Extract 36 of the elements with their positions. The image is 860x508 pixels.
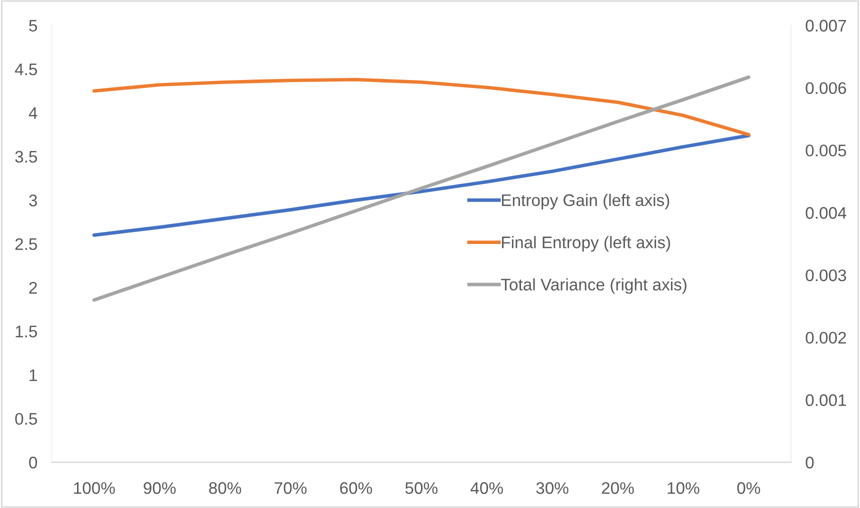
- x-tick-label: 60%: [340, 482, 372, 494]
- legend-label: Final Entropy (left axis): [502, 236, 670, 252]
- y2-tick-label: 0.007: [806, 20, 846, 32]
- x-tick-label: 0%: [737, 482, 760, 494]
- y2-tick-label: 0.006: [806, 82, 846, 94]
- y-tick-label: 3.5: [15, 150, 38, 163]
- line-series: [92, 75, 750, 302]
- x-tick-label: 100%: [74, 482, 115, 494]
- y2-tick-label: 0.001: [806, 394, 846, 406]
- y-tick-label: 4: [28, 107, 38, 119]
- x-tick-label: 90%: [144, 482, 176, 494]
- y2-tick-label: 0.004: [806, 207, 846, 219]
- legend-label: Entropy Gain (left axis): [502, 194, 670, 210]
- x-tick-label: 30%: [536, 482, 568, 494]
- x-tick-label: 20%: [602, 482, 634, 494]
- y-tick-label: 0.5: [15, 412, 38, 425]
- x-tick-label: 80%: [209, 482, 242, 494]
- x-tick-label: 40%: [470, 482, 503, 494]
- line-series: [92, 78, 750, 136]
- x-tick-label: 50%: [405, 482, 438, 494]
- y2-tick-label: 0.003: [806, 269, 846, 282]
- y2-tick-label: 0: [806, 456, 814, 468]
- y-tick-label: 1: [30, 369, 37, 381]
- y2-tick-label: 0.005: [806, 144, 846, 156]
- legend-label: Total Variance (right axis): [501, 278, 686, 294]
- y-tick-label: 0: [29, 456, 38, 468]
- line-series: [92, 134, 750, 237]
- y-tick-label: 2.5: [15, 238, 38, 250]
- y-tick-label: 2: [29, 282, 37, 294]
- y-tick-label: 1.5: [16, 326, 38, 338]
- y-tick-label: 5: [29, 20, 38, 32]
- y-tick-label: 3: [29, 194, 37, 206]
- y-tick-label: 4.5: [14, 64, 38, 76]
- y2-tick-label: 0.002: [806, 332, 846, 344]
- x-tick-label: 10%: [668, 482, 700, 494]
- x-tick-label: 70%: [274, 482, 307, 494]
